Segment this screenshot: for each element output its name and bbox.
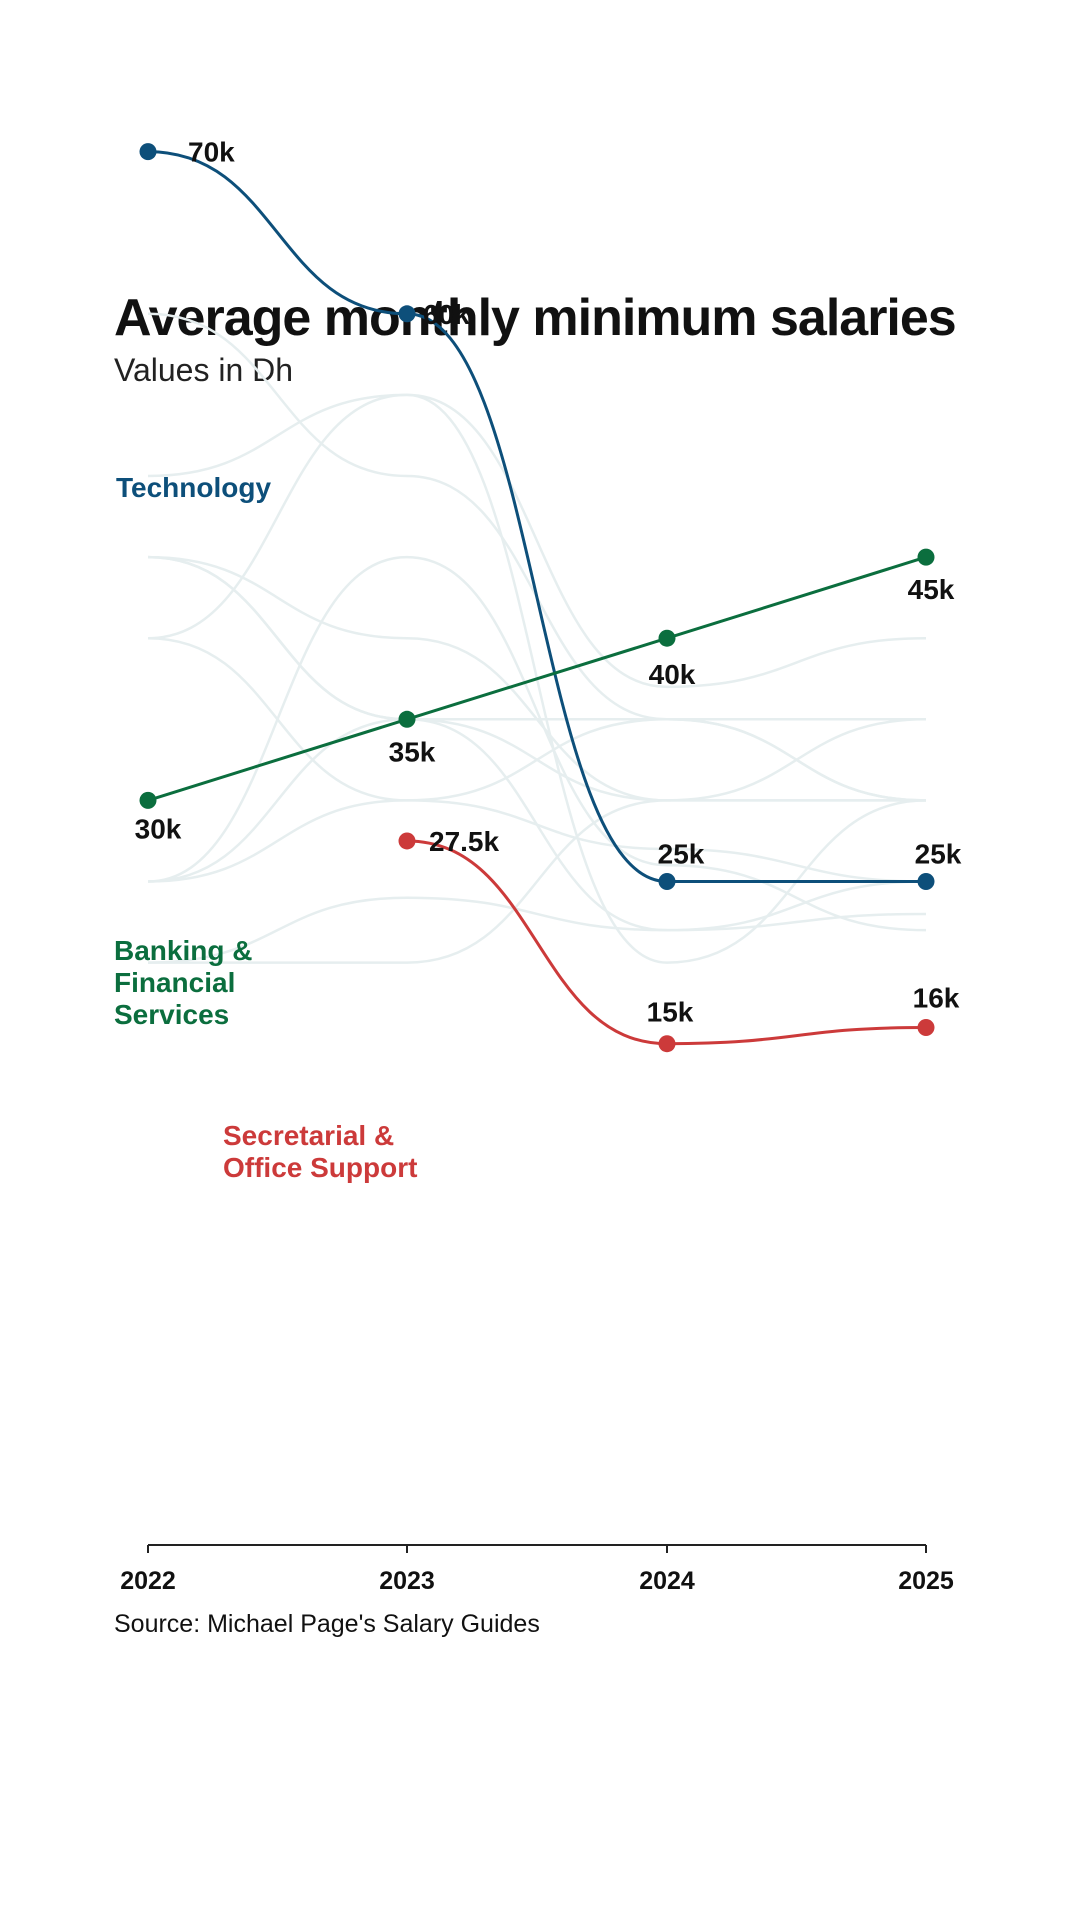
series-line (406, 839, 927, 1046)
background-line (147, 718, 927, 883)
x-tick-label: 2023 (379, 1567, 435, 1595)
series-name-line: Secretarial & (223, 1120, 394, 1151)
x-tick-label: 2025 (898, 1567, 954, 1595)
data-labels: 70k 60k 25k 25k Technology 30k 35k 40k 45k Bankin… (114, 137, 962, 1183)
source-note: Source: Michael Page's Salary Guides (114, 1610, 540, 1638)
series-line (147, 555, 927, 802)
data-label: 45k (908, 574, 955, 605)
chart-subtitle: Values in Dh (114, 352, 294, 388)
data-label: 60k (423, 299, 470, 330)
series-name-line: Services (114, 999, 229, 1030)
background-line (147, 555, 926, 802)
data-point (917, 548, 935, 566)
data-point (658, 629, 676, 647)
data-point (917, 873, 935, 890)
data-label: 35k (389, 736, 436, 767)
data-label: 25k (915, 839, 962, 870)
background-line (147, 393, 927, 689)
data-label: 25k (658, 839, 705, 870)
x-tick-label: 2022 (120, 1567, 176, 1595)
background-line (147, 393, 927, 964)
series-name-label: Technology (116, 472, 271, 503)
background-line (147, 636, 927, 883)
data-label: 40k (649, 659, 696, 690)
data-point (658, 1035, 676, 1053)
data-point (398, 305, 416, 323)
series-name-label: Banking & Financial Services (114, 935, 252, 1030)
series-name-line: Office Support (223, 1152, 417, 1183)
data-point (398, 832, 416, 850)
data-label: 30k (135, 813, 182, 844)
background-lines (147, 312, 927, 964)
x-tick-label: 2024 (639, 1567, 695, 1595)
series-lines (139, 143, 935, 1053)
data-label: 15k (647, 997, 694, 1028)
data-point (917, 1018, 935, 1036)
data-label: 70k (188, 137, 235, 168)
data-point (139, 791, 157, 809)
background-line (147, 312, 926, 721)
data-point (658, 873, 676, 890)
background-line (147, 896, 927, 964)
series-name-line: Banking & (114, 935, 252, 966)
data-point (139, 143, 157, 161)
series-name-line: Financial (114, 967, 235, 998)
data-label: 27.5k (429, 826, 499, 857)
series-name-line: Technology (116, 472, 271, 503)
background-line (147, 555, 927, 932)
series-name-label: Secretarial & Office Support (223, 1120, 417, 1183)
chart-title: Average monthly minimum salaries (114, 289, 957, 347)
x-axis: 2022 2023 2024 2025 (120, 1544, 954, 1595)
background-line (147, 555, 927, 932)
series-line (147, 150, 926, 884)
data-point (398, 710, 416, 728)
data-label: 16k (913, 982, 960, 1013)
